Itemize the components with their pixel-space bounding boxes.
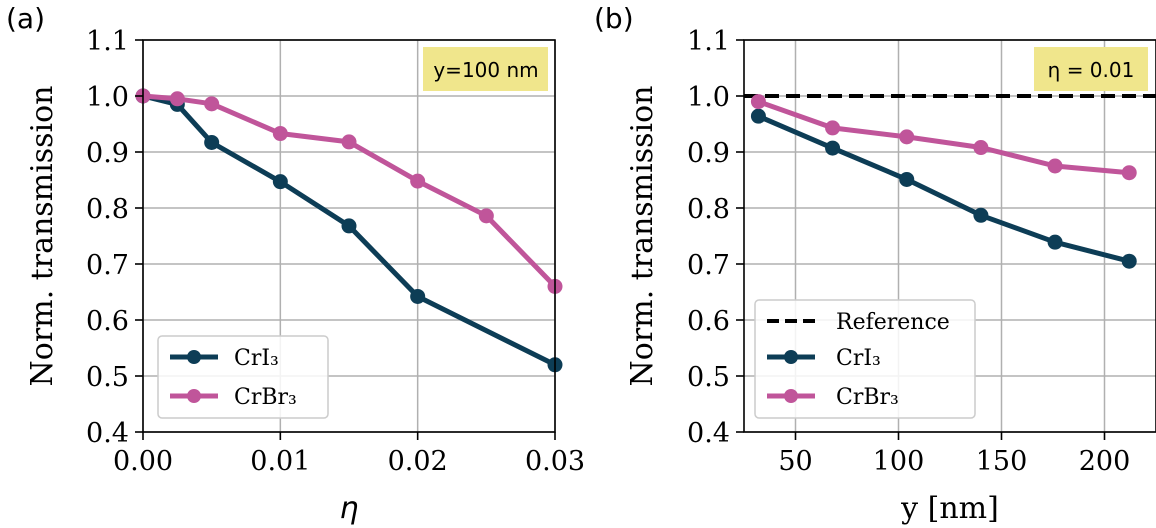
ticks-a: 0.00 0.01 0.02 0.03 0.4 0.5 0.6 0.7 0.8 0.9 1.0 1.1 — [86, 26, 585, 477]
panel-label-b: (b) — [594, 2, 634, 35]
tick-label-y-b: 0.9 — [687, 138, 730, 169]
legend-label-crbr3-a: CrBr₃ — [234, 385, 297, 410]
data-point-cri-b — [1121, 253, 1137, 269]
data-point-cri-a — [272, 174, 288, 190]
tick-label-y-a: 0.7 — [86, 250, 129, 281]
series-line-crbr-b — [757, 99, 1130, 176]
data-point-cri-a — [204, 134, 220, 150]
tick-label-y-b: 0.8 — [687, 194, 730, 225]
tick-label-x-a: 0.01 — [250, 446, 310, 477]
y-axis-label-b: Norm. transmission — [625, 86, 660, 387]
data-point-crbr-b — [973, 140, 989, 156]
panel-a: (a) 0.00 0.01 0.02 0.03 0.4 0.5 0.6 0.7 0.8 0.9 1.… — [6, 2, 585, 526]
panel-b: (b) 50 100 150 2000.40.50.60.70.80.91.01.1 … — [594, 2, 1156, 526]
x-axis-label-b: y [nm] — [900, 491, 999, 526]
legend-label-cri3-a: CrI₃ — [234, 346, 279, 371]
data-point-crbr-b — [899, 129, 915, 145]
tick-label-y-a: 0.4 — [86, 418, 129, 449]
data-point-crbr-a — [204, 96, 220, 112]
tick-label-y-b: 0.7 — [687, 250, 730, 281]
tick-label-y-b: 1.1 — [687, 26, 730, 57]
data-point-crbr-b — [1121, 165, 1137, 181]
annotation-background-b — [1034, 47, 1148, 91]
tick-label-y-a: 1.0 — [86, 82, 129, 113]
data-point-cri-a — [410, 288, 426, 304]
legend-label-crbr3-b: CrBr₃ — [836, 385, 899, 410]
legend-marker-cri3-a — [187, 350, 201, 364]
data-point-crbr-b — [750, 94, 766, 110]
legend-marker-crbr3-a — [187, 389, 201, 403]
annotation-text-b: η = 0.01 — [1048, 58, 1135, 82]
data-point-cri-b — [973, 207, 989, 223]
series-line-crbr-a — [142, 93, 557, 289]
tick-label-x-a: 0.03 — [525, 446, 585, 477]
tick-label-x-b: 200 — [1079, 446, 1131, 477]
legend-box-b — [754, 299, 976, 419]
annotation-text-a: y=100 nm — [433, 58, 538, 82]
data-point-crbr-a — [341, 134, 357, 150]
data-point-crbr-a — [410, 173, 426, 189]
tick-label-x-a: 0.00 — [113, 446, 173, 477]
legend-label-reference-b: Reference — [836, 310, 950, 335]
data-point-crbr-b — [1047, 158, 1063, 174]
tick-label-y-b: 0.4 — [687, 418, 730, 449]
plot-frame-a — [142, 39, 556, 433]
tick-label-y-b: 0.5 — [687, 362, 730, 393]
data-point-cri-b — [899, 171, 915, 187]
legend-marker-cri3-b — [784, 350, 798, 364]
annotation-box-a: y=100 nm — [423, 47, 548, 91]
data-point-cri-b — [825, 140, 841, 156]
tick-label-x-b: 100 — [873, 446, 925, 477]
y-axis-label-a: Norm. transmission — [25, 86, 60, 387]
data-point-crbr-a — [272, 126, 288, 142]
ticks-b: 50 100 150 200 0.4 0.5 0.6 0.7 0.8 0.9 1.0 1.1 — [687, 26, 1130, 477]
series-a — [135, 88, 563, 373]
tick-label-y-a: 0.8 — [86, 194, 129, 225]
data-point-cri-a — [341, 218, 357, 234]
legend-label-cri3-b: CrI₃ — [836, 346, 881, 371]
tick-label-y-b: 1.0 — [687, 82, 730, 113]
data-point-cri-b — [750, 108, 766, 124]
legend-marker-crbr3-b — [784, 389, 798, 403]
panel-label-a: (a) — [6, 2, 45, 35]
tick-label-y-a: 0.5 — [86, 362, 129, 393]
annotation-background-a — [423, 47, 548, 91]
legend-a: CrI₃ CrBr₃ — [157, 335, 329, 419]
legend-b: Reference CrI₃ CrBr₃ — [754, 299, 976, 419]
tick-label-x-b: 50 — [778, 446, 812, 477]
tick-label-y-a: 0.6 — [86, 306, 129, 337]
annotation-box-b: η = 0.01 — [1034, 47, 1148, 91]
tick-label-x-b: 150 — [976, 446, 1028, 477]
series-line-cri-b — [757, 113, 1130, 264]
x-axis-label-a: η — [339, 491, 358, 526]
plot-frame-b — [743, 39, 1156, 433]
series-b — [744, 94, 1156, 269]
data-point-cri-b — [1047, 234, 1063, 250]
tick-label-y-b: 0.6 — [687, 306, 730, 337]
tick-label-y-a: 1.1 — [86, 26, 129, 57]
data-point-crbr-b — [825, 120, 841, 136]
data-point-crbr-a — [169, 91, 185, 107]
tick-label-y-a: 0.9 — [86, 138, 129, 169]
data-point-crbr-a — [478, 208, 494, 224]
tick-label-x-a: 0.02 — [388, 446, 448, 477]
